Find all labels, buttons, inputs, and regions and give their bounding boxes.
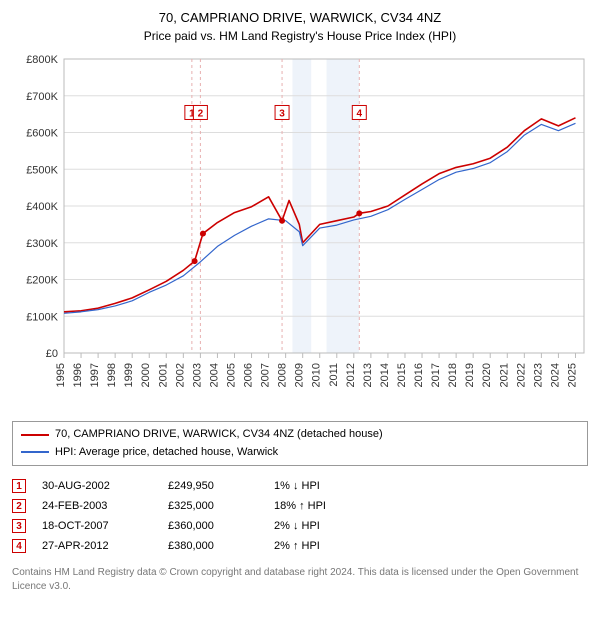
sale-price: £249,950 (168, 480, 258, 492)
svg-text:2021: 2021 (498, 363, 510, 387)
legend-item: HPI: Average price, detached house, Warw… (21, 444, 579, 462)
legend: 70, CAMPRIANO DRIVE, WARWICK, CV34 4NZ (… (12, 421, 588, 466)
svg-text:2010: 2010 (311, 363, 323, 387)
chart-title: 70, CAMPRIANO DRIVE, WARWICK, CV34 4NZ (12, 10, 588, 25)
svg-text:2019: 2019 (464, 363, 476, 387)
line-chart: £0 £100K £200K £300K £400K £500K £600K £700K £80… (12, 53, 588, 413)
svg-text:2007: 2007 (260, 363, 272, 387)
svg-text:2023: 2023 (532, 363, 544, 387)
svg-text:1998: 1998 (106, 363, 118, 387)
svg-text:£800K: £800K (26, 54, 58, 66)
svg-text:2022: 2022 (515, 363, 527, 387)
sale-price: £380,000 (168, 540, 258, 552)
legend-label: HPI: Average price, detached house, Warw… (55, 444, 278, 462)
legend-swatch (21, 434, 49, 436)
svg-text:2006: 2006 (243, 363, 255, 387)
svg-text:2016: 2016 (413, 363, 425, 387)
sale-diff: 18% ↑ HPI (274, 500, 354, 512)
svg-text:1996: 1996 (72, 363, 84, 387)
svg-text:£200K: £200K (26, 275, 58, 287)
svg-text:2011: 2011 (328, 363, 340, 387)
svg-text:2008: 2008 (277, 363, 289, 387)
sale-date: 24-FEB-2003 (42, 500, 152, 512)
sales-table: 1 30-AUG-2002 £249,950 1% ↓ HPI 2 24-FEB-2003… (12, 476, 588, 556)
sale-row: 4 27-APR-2012 £380,000 2% ↑ HPI (12, 536, 588, 556)
chart-area: £0 £100K £200K £300K £400K £500K £600K £700K £80… (12, 53, 588, 413)
svg-text:1997: 1997 (89, 363, 101, 387)
svg-text:1995: 1995 (55, 363, 67, 387)
svg-text:2009: 2009 (294, 363, 306, 387)
svg-text:£600K: £600K (26, 128, 58, 140)
svg-text:2003: 2003 (191, 363, 203, 387)
svg-text:2014: 2014 (379, 363, 391, 387)
chart-container: 70, CAMPRIANO DRIVE, WARWICK, CV34 4NZ P… (0, 0, 600, 604)
svg-text:2013: 2013 (362, 363, 374, 387)
sale-row: 1 30-AUG-2002 £249,950 1% ↓ HPI (12, 476, 588, 496)
sale-date: 30-AUG-2002 (42, 480, 152, 492)
svg-text:2: 2 (198, 108, 204, 119)
license-text: Contains HM Land Registry data © Crown c… (12, 566, 588, 594)
sale-date: 18-OCT-2007 (42, 520, 152, 532)
svg-text:2017: 2017 (430, 363, 442, 387)
svg-text:2015: 2015 (396, 363, 408, 387)
svg-text:£500K: £500K (26, 164, 58, 176)
sale-marker: 4 (12, 539, 26, 553)
sale-diff: 2% ↑ HPI (274, 540, 354, 552)
legend-label: 70, CAMPRIANO DRIVE, WARWICK, CV34 4NZ (… (55, 426, 383, 444)
sale-marker: 1 (12, 479, 26, 493)
sale-diff: 1% ↓ HPI (274, 480, 354, 492)
svg-text:2002: 2002 (174, 363, 186, 387)
svg-text:3: 3 (279, 108, 285, 119)
svg-text:£700K: £700K (26, 91, 58, 103)
svg-text:2005: 2005 (225, 363, 237, 387)
sale-price: £325,000 (168, 500, 258, 512)
sale-price: £360,000 (168, 520, 258, 532)
svg-text:2012: 2012 (345, 363, 357, 387)
svg-text:4: 4 (357, 108, 363, 119)
svg-text:2018: 2018 (447, 363, 459, 387)
svg-text:£400K: £400K (26, 201, 58, 213)
chart-subtitle: Price paid vs. HM Land Registry's House … (12, 29, 588, 43)
sale-date: 27-APR-2012 (42, 540, 152, 552)
sale-diff: 2% ↓ HPI (274, 520, 354, 532)
sale-row: 2 24-FEB-2003 £325,000 18% ↑ HPI (12, 496, 588, 516)
svg-text:2025: 2025 (566, 363, 578, 387)
svg-text:1999: 1999 (123, 363, 135, 387)
legend-item: 70, CAMPRIANO DRIVE, WARWICK, CV34 4NZ (… (21, 426, 579, 444)
svg-text:2001: 2001 (157, 363, 169, 387)
sale-marker: 2 (12, 499, 26, 513)
svg-text:£0: £0 (46, 348, 58, 360)
svg-text:2000: 2000 (140, 363, 152, 387)
svg-text:£300K: £300K (26, 238, 58, 250)
sale-row: 3 18-OCT-2007 £360,000 2% ↓ HPI (12, 516, 588, 536)
legend-swatch (21, 451, 49, 453)
svg-text:2020: 2020 (481, 363, 493, 387)
svg-text:2024: 2024 (549, 363, 561, 387)
svg-text:£100K: £100K (26, 311, 58, 323)
sale-marker: 3 (12, 519, 26, 533)
svg-text:2004: 2004 (208, 363, 220, 387)
